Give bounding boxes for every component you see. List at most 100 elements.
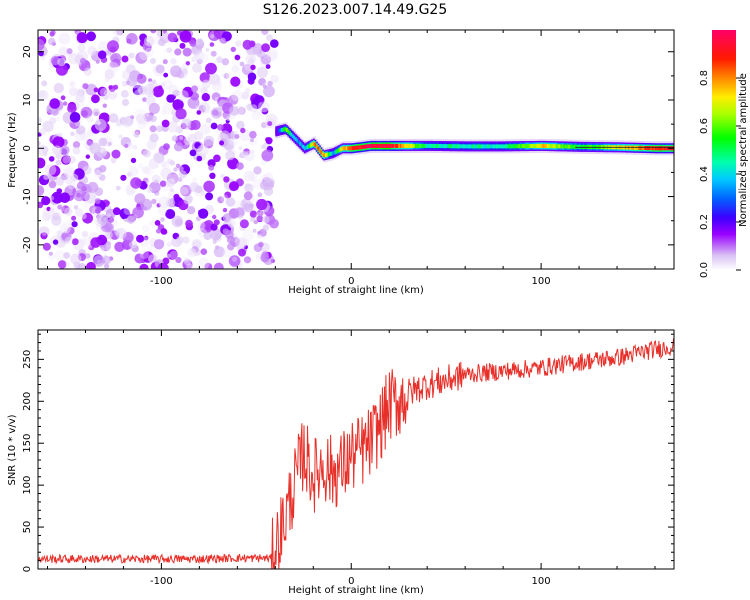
ridge-cell xyxy=(443,144,446,149)
noise-blob xyxy=(250,138,254,143)
noise-blob xyxy=(205,108,210,114)
noise-blob xyxy=(162,257,170,265)
ridge-cell xyxy=(650,146,653,151)
snr-marks xyxy=(38,338,674,569)
ridge-cell xyxy=(512,144,515,149)
ridge-cell xyxy=(473,144,476,149)
ridge-cell xyxy=(420,143,423,148)
ridge-cell xyxy=(381,143,384,148)
ridge-cell xyxy=(284,127,287,132)
noise-blob xyxy=(171,215,184,228)
ridge-cell xyxy=(455,144,458,149)
noise-blob xyxy=(228,255,241,267)
noise-blob xyxy=(240,198,252,210)
noise-blob xyxy=(173,142,184,152)
noise-blob xyxy=(158,38,166,47)
noise-blob xyxy=(135,52,148,64)
y-axis-label: SNR (10 * v/v) xyxy=(7,414,18,485)
ridge-cell xyxy=(303,146,306,151)
ridge-cell xyxy=(654,146,657,151)
ridge-cell xyxy=(417,143,420,148)
noise-blob xyxy=(48,156,55,162)
noise-blob xyxy=(240,127,246,134)
noise-blob xyxy=(104,222,114,233)
noise-blob xyxy=(243,256,252,264)
noise-blob xyxy=(210,50,217,57)
ridge-cell xyxy=(464,144,467,149)
noise-blob xyxy=(235,237,247,249)
noise-blob xyxy=(205,117,212,124)
noise-blob xyxy=(243,191,253,201)
noise-blob xyxy=(227,243,235,251)
noise-blob xyxy=(238,215,244,221)
noise-blob xyxy=(270,39,279,48)
ridge-cell xyxy=(320,150,323,155)
ridge-cell xyxy=(488,144,491,149)
noise-blob xyxy=(98,41,109,52)
noise-blob xyxy=(177,90,189,102)
noise-blob xyxy=(171,135,178,142)
noise-blob xyxy=(42,210,52,221)
noise-blob xyxy=(166,47,173,53)
noise-blob xyxy=(116,30,124,36)
ridge-cell xyxy=(317,146,320,151)
ridge-cell xyxy=(642,146,645,150)
noise-blob xyxy=(103,89,111,97)
noise-blob xyxy=(94,118,107,131)
ridge-cell xyxy=(458,144,461,149)
noise-blob xyxy=(115,228,127,239)
ridge-cell xyxy=(510,144,513,149)
noise-blob xyxy=(256,233,262,239)
noise-blob xyxy=(148,254,157,263)
ridge-cell xyxy=(567,144,570,149)
ridge-cell xyxy=(384,143,387,148)
noise-blob xyxy=(240,151,248,159)
noise-blob xyxy=(115,185,121,191)
noise-blob xyxy=(203,135,215,147)
ridge-cell xyxy=(378,143,381,148)
noise-blob xyxy=(104,69,115,80)
noise-blob xyxy=(84,253,91,259)
noise-blob xyxy=(61,231,72,242)
noise-blob xyxy=(118,134,123,139)
noise-blob xyxy=(77,43,86,52)
noise-blob xyxy=(80,106,93,119)
noise-blob xyxy=(262,178,275,191)
ridge-cell xyxy=(449,144,452,149)
noise-blob xyxy=(239,219,249,229)
ridge-cell xyxy=(290,132,293,137)
ridge-cell xyxy=(545,144,548,148)
noise-blob xyxy=(166,177,176,187)
noise-blob xyxy=(121,55,129,63)
noise-blob xyxy=(85,154,91,159)
ridge-cell xyxy=(342,146,345,151)
noise-blob xyxy=(151,79,156,84)
ridge-cell xyxy=(497,144,500,149)
noise-blob xyxy=(138,163,144,169)
ridge-cell xyxy=(644,146,647,150)
noise-blob xyxy=(96,147,107,158)
noise-blob xyxy=(194,266,200,269)
ridge-cell xyxy=(483,144,486,149)
noise-blob xyxy=(259,98,264,103)
noise-blob xyxy=(57,132,63,138)
noise-blob xyxy=(162,79,173,91)
ridge-cell xyxy=(335,149,338,154)
noise-blob xyxy=(158,196,171,209)
noise-blob xyxy=(80,237,87,245)
ridge-cell xyxy=(311,142,314,147)
noise-blob xyxy=(108,113,119,123)
noise-blob xyxy=(222,207,228,213)
noise-blob xyxy=(146,186,153,193)
y-tick-label: 0 xyxy=(22,566,33,572)
y-tick-label: -20 xyxy=(22,237,33,253)
ridge-cell xyxy=(507,144,510,149)
noise-blob xyxy=(57,260,67,269)
ridge-cell xyxy=(540,143,543,148)
ridge-cell xyxy=(533,144,536,148)
noise-blob xyxy=(98,174,106,181)
noise-blob xyxy=(94,198,101,205)
plot-frame xyxy=(37,329,675,570)
noise-blob xyxy=(62,101,68,106)
noise-blob xyxy=(80,213,87,220)
